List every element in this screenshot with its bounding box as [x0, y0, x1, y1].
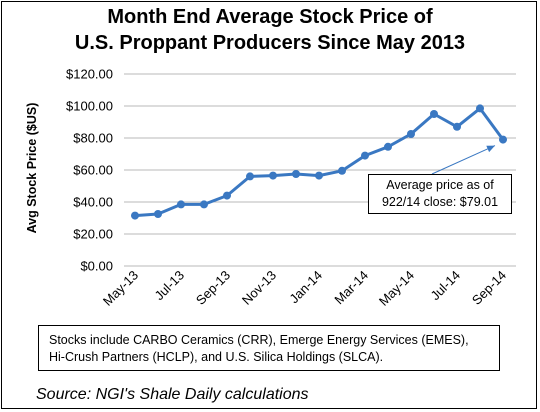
data-point: [430, 110, 438, 118]
note-box: Stocks include CARBO Ceramics (CRR), Eme…: [38, 325, 500, 371]
y-tick-label: $80.00: [73, 131, 113, 146]
data-point: [223, 191, 231, 200]
chart-title-line-2: U.S. Proppant Producers Since May 2013: [74, 32, 466, 54]
note-line-2: Hi-Crush Partners (HCLP), and U.S. Silic…: [49, 350, 384, 364]
data-point: [177, 200, 185, 209]
annotation-callout: Average price as of 922/14 close: $79.01: [368, 174, 512, 214]
data-point: [246, 172, 254, 181]
y-axis-label: Avg Stock Price ($US): [25, 103, 39, 234]
x-axis-ticks: May-13 Jul-13 Sep-13 Nov-13 Jan-14 Mar-14 May-…: [100, 268, 509, 309]
y-tick-label: $40.00: [73, 195, 113, 210]
data-point: [476, 104, 484, 113]
source-note: Source: NGI's Shale Daily calculations: [36, 386, 309, 403]
note-line-1: Stocks include CARBO Ceramics (CRR), Eme…: [49, 333, 469, 347]
y-tick-label: $100.00: [66, 99, 113, 114]
y-tick-label: $120.00: [66, 67, 113, 82]
data-point: [315, 171, 323, 180]
arrow-head: [486, 145, 495, 153]
chart-title: Month End Average Stock Price of U.S. Pr…: [0, 4, 540, 56]
series-layer: [131, 104, 507, 220]
x-tick-label: Nov-13: [239, 268, 279, 308]
data-point: [384, 142, 392, 151]
y-tick-label: $0.00: [80, 259, 113, 274]
data-point: [361, 151, 369, 160]
annotation-line-2: 922/14 close: $79.01: [381, 195, 499, 209]
x-tick-label: Jul-14: [427, 268, 463, 304]
x-tick-label: Mar-14: [331, 268, 371, 308]
x-tick-label: May-14: [376, 268, 417, 309]
grid-layer: [124, 73, 516, 267]
y-tick-label: $20.00: [73, 227, 113, 242]
data-point: [200, 200, 208, 209]
x-tick-label: Sep-13: [193, 268, 233, 308]
y-tick-label: $60.00: [73, 163, 113, 178]
data-point: [407, 130, 415, 138]
arrow-shaft: [431, 145, 496, 175]
data-point: [154, 210, 162, 218]
annotation-arrow: [431, 145, 496, 175]
data-point: [269, 171, 277, 180]
data-point: [499, 135, 507, 144]
annotation-line-1: Average price as of: [386, 178, 494, 192]
x-tick-label: May-13: [100, 268, 141, 309]
x-tick-label: Jul-13: [151, 268, 187, 304]
x-tick-label: Jan-14: [286, 268, 325, 307]
data-point: [131, 211, 139, 220]
y-axis-ticks: $0.00 $20.00 $40.00 $60.00 $80.00 $100.00 $120…: [66, 67, 113, 274]
x-tick-label: Sep-14: [469, 268, 509, 308]
data-point: [338, 166, 346, 175]
data-point: [453, 122, 461, 131]
data-point: [292, 170, 300, 178]
chart-title-line-1: Month End Average Stock Price of: [107, 6, 433, 28]
